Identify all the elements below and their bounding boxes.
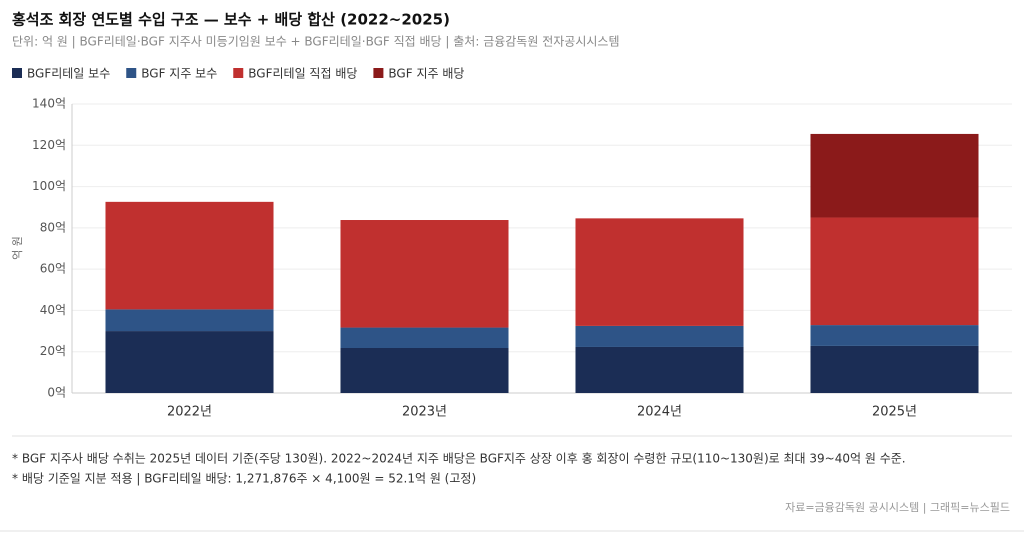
bar-segment: [340, 220, 509, 328]
bar-segment: [105, 201, 274, 310]
y-tick-label: 120억: [32, 138, 66, 152]
y-axis-title: 억 원: [11, 236, 24, 260]
bar-segment: [810, 345, 979, 393]
legend-swatch: [233, 68, 244, 78]
bar-segment: [575, 218, 744, 326]
y-tick-label: 80억: [40, 220, 66, 234]
bar-segment: [340, 327, 509, 348]
legend-label: BGF 지주 배당: [388, 67, 464, 81]
legend-label: BGF리테일 직접 배당: [248, 67, 357, 81]
y-tick-label: 60억: [40, 262, 66, 276]
legend-swatch: [126, 68, 137, 78]
legend-label: BGF 지주 보수: [141, 67, 217, 81]
legend-swatch: [373, 68, 384, 78]
chart-subtitle: 단위: 억 원 | BGF리테일·BGF 지주사 미등기임원 보수 + BGF리…: [12, 35, 620, 49]
y-tick-label: 140억: [32, 97, 66, 111]
x-tick-label: 2024년: [637, 405, 682, 420]
bar-segment: [810, 133, 979, 218]
y-tick-label: 100억: [32, 179, 66, 193]
chart-title: 홍석조 회장 연도별 수입 구조 — 보수 + 배당 합산 (2022~2025…: [12, 11, 450, 29]
bar-segment: [105, 309, 274, 332]
source: 자료=금융감독원 공시시스템 | 그래픽=뉴스필드: [785, 501, 1010, 514]
bar-segment: [810, 217, 979, 326]
footnote: * BGF 지주사 배당 수취는 2025년 데이터 기준(주당 130원). …: [12, 452, 906, 466]
legend-label: BGF리테일 보수: [27, 67, 110, 81]
y-tick-label: 40억: [40, 303, 66, 317]
x-tick-label: 2025년: [872, 405, 917, 420]
bar-segment: [340, 347, 509, 393]
bar-segment: [575, 325, 744, 347]
footnote: * 배당 기준일 지분 적용 | BGF리테일 배당: 1,271,876주 ×…: [12, 472, 476, 486]
y-tick-label: 20억: [40, 344, 66, 358]
bar-segment: [575, 346, 744, 393]
x-tick-label: 2022년: [167, 405, 212, 420]
bar-segment: [105, 331, 274, 393]
bar-segment: [810, 325, 979, 346]
legend-swatch: [12, 68, 22, 78]
x-tick-label: 2023년: [402, 405, 447, 420]
y-tick-label: 0억: [47, 386, 66, 400]
